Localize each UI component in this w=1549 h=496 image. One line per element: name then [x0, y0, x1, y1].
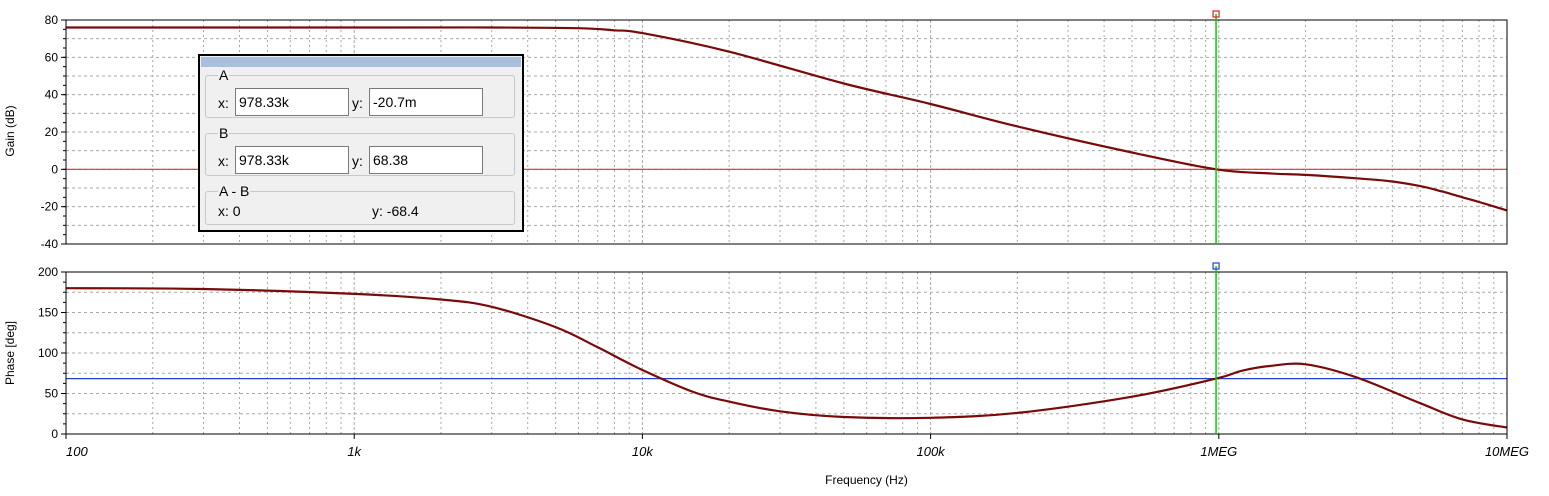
y-axis-label: Phase [deg]: [3, 321, 17, 385]
plot-panel-2: 0 50 100 150 200 Phase [deg]: [3, 262, 1508, 441]
cursor-b-label: B: [218, 125, 230, 141]
x-tick-label: 1k: [347, 444, 362, 459]
y-tick-label: 80: [45, 13, 59, 27]
x-tick-label: 10MEG: [1485, 444, 1529, 459]
y-tick-label: -40: [41, 237, 59, 251]
x-tick-label: 10k: [632, 444, 654, 459]
cursor-a-x-field[interactable]: 978.33k: [235, 88, 349, 116]
y-tick-label: -20: [41, 200, 59, 214]
cursor-readout-panel[interactable]: A x: 978.33k y: -20.7m B x: 978.33k y: 6…: [198, 54, 524, 232]
y-tick-label: 150: [38, 306, 58, 320]
panel-titlebar[interactable]: [201, 57, 521, 67]
plot-frame: [65, 271, 1508, 435]
cursor-handle: [1212, 262, 1220, 270]
plot-frame: [65, 19, 1508, 245]
y-tick-label: 200: [38, 265, 58, 279]
y-tick-label: 100: [38, 346, 58, 360]
cursor-a-y-prefix: y:: [352, 95, 363, 111]
cursor-b-group: B x: 978.33k y: 68.38: [205, 126, 515, 176]
y-tick-label: 50: [45, 387, 59, 401]
cursor-b-x-field[interactable]: 978.33k: [235, 146, 349, 174]
cursor-a-x-prefix: x:: [218, 95, 229, 111]
y-tick-label: 0: [51, 427, 58, 441]
x-axis-label: Frequency (Hz): [825, 473, 908, 487]
cursor-b-x-prefix: x:: [218, 153, 229, 169]
y-axis-label: Gain (dB): [3, 105, 17, 156]
y-tick-label: 40: [45, 88, 59, 102]
series-line-2: [65, 287, 1508, 429]
cursor-a-y-field[interactable]: -20.7m: [369, 88, 483, 116]
cursor-a-label: A: [218, 67, 230, 83]
x-tick-label: 100: [66, 444, 88, 459]
y-tick-label: 0: [51, 162, 58, 176]
cursor-b-y-prefix: y:: [352, 153, 363, 169]
cursor-a-group: A x: 978.33k y: -20.7m: [205, 68, 515, 118]
cursor-diff-x: x: 0: [218, 203, 241, 219]
cursor-diff-group: A - B x: 0 y: -68.4: [205, 184, 515, 225]
cursor-b-y-field[interactable]: 68.38: [369, 146, 483, 174]
x-tick-label: 100k: [916, 444, 946, 459]
cursor-handle: [1212, 10, 1220, 18]
cursor-diff-label: A - B: [218, 183, 251, 199]
cursor-diff-y: y: -68.4: [372, 203, 419, 219]
y-tick-label: 60: [45, 50, 59, 64]
y-tick-label: 20: [45, 125, 59, 139]
x-tick-label: 1MEG: [1200, 444, 1237, 459]
series-line-1: [66, 26, 1508, 212]
